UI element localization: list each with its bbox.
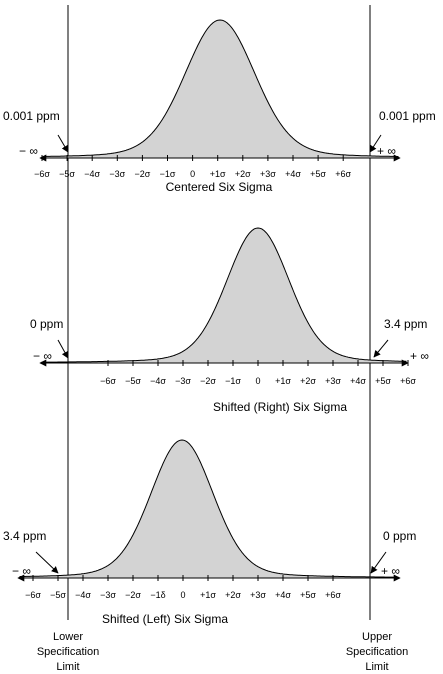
plus-infinity-label: + ∞ <box>381 564 400 578</box>
tick-marks-shifted-left <box>32 575 334 581</box>
lower-specification-limit-label: Lower Specification Limit <box>37 631 99 673</box>
minus-infinity-label: − ∞ <box>33 349 52 363</box>
tick-label: +1σ <box>275 376 291 386</box>
tick-label: +4σ <box>350 376 366 386</box>
upper-limit-line1: Upper <box>362 631 392 643</box>
tick-label: −6σ <box>100 376 116 386</box>
tick-label: −6σ <box>34 169 50 179</box>
tick-label: −5σ <box>59 169 75 179</box>
left-ppm-label: 3.4 ppm <box>3 529 46 543</box>
tick-label: −3σ <box>109 169 125 179</box>
caption-centered: Centered Six Sigma <box>166 180 273 194</box>
tick-label: +5σ <box>375 376 391 386</box>
tick-marks-shifted-right <box>107 360 409 366</box>
tick-label: +3σ <box>250 590 266 600</box>
tick-label: +3σ <box>325 376 341 386</box>
tick-label: +2σ <box>225 590 241 600</box>
tick-label: −5σ <box>50 590 66 600</box>
tick-label: +6σ <box>335 169 351 179</box>
tick-label: −3σ <box>100 590 116 600</box>
caption-shifted-left: Shifted (Left) Six Sigma <box>102 612 228 626</box>
curve-shifted-left <box>19 439 399 579</box>
tick-label: −1σ <box>225 376 241 386</box>
tick-label: −4σ <box>84 169 100 179</box>
tick-label: +5σ <box>300 590 316 600</box>
tick-label: +3σ <box>260 169 276 179</box>
tick-label: −6σ <box>25 590 41 600</box>
tick-label: +1σ <box>210 169 226 179</box>
tick-label: +6σ <box>400 376 416 386</box>
tick-label: +5σ <box>310 169 326 179</box>
minus-infinity-label: − ∞ <box>19 144 38 158</box>
tick-label: +1σ <box>200 590 216 600</box>
tick-label: −4σ <box>75 590 91 600</box>
tick-marks-centered <box>41 155 344 161</box>
tick-label: +2σ <box>300 376 316 386</box>
plus-infinity-label: + ∞ <box>377 144 396 158</box>
left-ppm-label: 0 ppm <box>30 317 63 331</box>
left-ppm-label: 0.001 ppm <box>3 109 60 123</box>
right-ppm-label: 3.4 ppm <box>384 317 427 331</box>
tick-label: −4σ <box>150 376 166 386</box>
tick-label: −1σ <box>160 169 176 179</box>
tick-label: 0 <box>190 169 195 179</box>
tick-label: 0 <box>180 590 185 600</box>
tick-label: −2σ <box>125 590 141 600</box>
curve-centered <box>44 19 399 159</box>
left-ppm-pointer <box>57 134 69 153</box>
right-ppm-pointer <box>370 551 387 574</box>
tick-label: 0 <box>255 376 260 386</box>
tick-labels-shifted-left: −6σ −5σ −4σ −3σ −2σ −1δ 0 +1σ +2σ +3σ +4σ +5σ +6σ <box>25 590 341 600</box>
curve-shifted-right <box>41 227 407 364</box>
upper-specification-limit-label: Upper Specification Limit <box>346 631 408 673</box>
tick-label: +6σ <box>325 590 341 600</box>
tick-label: +2σ <box>235 169 251 179</box>
lower-limit-line1: Lower <box>53 631 83 643</box>
tick-label: −3σ <box>175 376 191 386</box>
panel-centered: −6σ −5σ −4σ −3σ −2σ −1σ 0 +1σ +2σ +3σ +4σ +5σ +6σ 0.… <box>3 19 436 194</box>
tick-labels-centered: −6σ −5σ −4σ −3σ −2σ −1σ 0 +1σ +2σ +3σ +4σ +5σ +6σ <box>34 169 351 179</box>
right-ppm-pointer <box>369 134 382 153</box>
right-ppm-label: 0.001 ppm <box>379 109 436 123</box>
upper-limit-line3: Limit <box>365 661 388 673</box>
plus-infinity-label: + ∞ <box>410 349 429 363</box>
lower-limit-line3: Limit <box>56 661 79 673</box>
tick-label: −1δ <box>150 590 165 600</box>
left-ppm-pointer <box>35 551 59 574</box>
panel-shifted-left: −6σ −5σ −4σ −3σ −2σ −1δ 0 +1σ +2σ +3σ +4σ +5σ +6σ 3.… <box>3 439 416 626</box>
right-ppm-pointer <box>373 339 389 358</box>
minus-infinity-label: − ∞ <box>12 564 31 578</box>
lower-limit-line2: Specification <box>37 646 99 658</box>
tick-label: −2σ <box>200 376 216 386</box>
panel-shifted-right: −6σ −5σ −4σ −3σ −2σ −1σ 0 +1σ +2σ +3σ +4σ +5σ +6σ 0 … <box>30 227 429 414</box>
tick-label: +4σ <box>285 169 301 179</box>
right-ppm-label: 0 ppm <box>383 529 416 543</box>
caption-shifted-right: Shifted (Right) Six Sigma <box>213 400 347 414</box>
left-ppm-pointer <box>57 339 69 359</box>
tick-labels-shifted-right: −6σ −5σ −4σ −3σ −2σ −1σ 0 +1σ +2σ +3σ +4σ +5σ +6σ <box>100 376 416 386</box>
tick-label: −5σ <box>125 376 141 386</box>
upper-limit-line2: Specification <box>346 646 408 658</box>
tick-label: −2σ <box>134 169 150 179</box>
tick-label: +4σ <box>275 590 291 600</box>
